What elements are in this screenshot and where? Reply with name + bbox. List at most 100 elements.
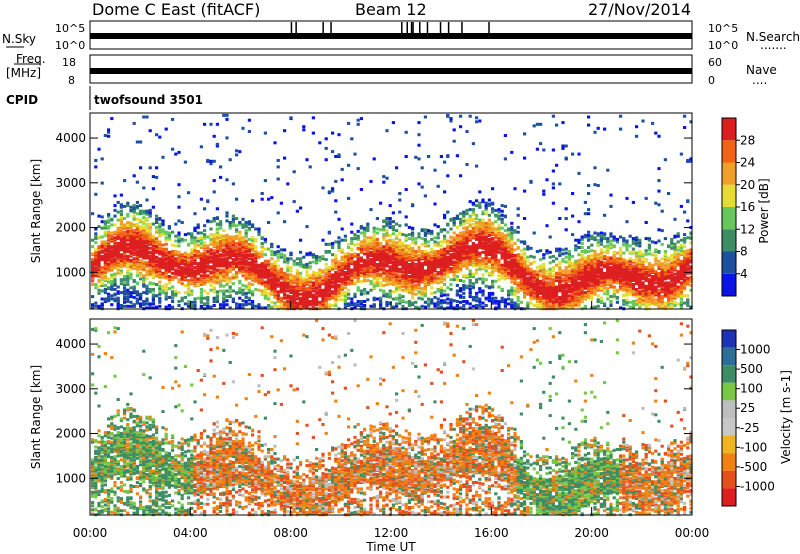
heatmap-cell (452, 242, 456, 245)
heatmap-cell (302, 265, 306, 269)
heatmap-cell (97, 252, 101, 256)
heatmap-cell (145, 222, 149, 226)
heatmap-cell (295, 291, 299, 295)
heatmap-cell (203, 289, 207, 293)
heatmap-cell (206, 266, 210, 270)
heatmap-cell (443, 247, 447, 251)
heatmap-cell (257, 278, 261, 282)
heatmap-cell (462, 237, 466, 241)
heatmap-cell (219, 303, 223, 307)
heatmap-cell (267, 295, 271, 299)
heatmap-cell (155, 166, 159, 170)
heatmap-cell (244, 276, 248, 280)
heatmap-cell (286, 283, 290, 286)
heatmap-cell (244, 271, 248, 275)
heatmap-cell (100, 226, 104, 230)
heatmap-cell (420, 291, 424, 295)
heatmap-cell (196, 268, 200, 272)
heatmap-cell (167, 255, 171, 259)
heatmap-cell (107, 226, 111, 230)
heatmap-cell (331, 276, 335, 280)
heatmap-cell (123, 289, 127, 293)
heatmap-cell (487, 250, 491, 253)
heatmap-cell (241, 274, 245, 278)
heatmap-cell (110, 303, 114, 307)
heatmap-cell (363, 304, 367, 307)
heatmap-cell (353, 275, 357, 279)
heatmap-cell (398, 283, 402, 286)
heatmap-cell (340, 272, 344, 276)
heatmap-cell (91, 245, 95, 249)
heatmap-cell (465, 228, 469, 232)
heatmap-cell (459, 279, 463, 282)
heatmap-cell (161, 284, 165, 288)
heatmap-cell (97, 225, 101, 229)
heatmap-cell (251, 290, 255, 294)
heatmap-cell (231, 182, 235, 186)
heatmap-cell (379, 272, 383, 276)
heatmap-cell (462, 251, 466, 255)
heatmap-cell (116, 246, 120, 250)
heatmap-cell (215, 144, 219, 148)
heatmap-cell (471, 254, 475, 257)
heatmap-cell (308, 251, 312, 255)
heatmap-cell (91, 261, 95, 265)
heatmap-cell (340, 268, 344, 272)
heatmap-cell (359, 292, 363, 296)
heatmap-cell (401, 266, 405, 270)
heatmap-cell (407, 255, 411, 259)
heatmap-cell (500, 233, 504, 237)
heatmap-cell (475, 291, 479, 295)
heatmap-cell (123, 235, 127, 239)
heatmap-cell (411, 246, 415, 250)
heatmap-cell (436, 306, 440, 310)
heatmap-cell (500, 265, 504, 269)
heatmap-cell (471, 252, 475, 256)
heatmap-cell (238, 242, 242, 246)
heatmap-cell (155, 175, 159, 179)
heatmap-cell (119, 258, 123, 262)
heatmap-cell (475, 256, 479, 260)
heatmap-cell (196, 251, 200, 255)
heatmap-cell (244, 300, 248, 303)
heatmap-cell (251, 302, 255, 306)
heatmap-cell (155, 270, 159, 274)
heatmap-cell (196, 243, 200, 247)
heatmap-cell (238, 296, 242, 300)
heatmap-cell (286, 284, 290, 288)
heatmap-cell (475, 222, 479, 226)
heatmap-cell (497, 285, 501, 289)
heatmap-cell (222, 229, 226, 233)
heatmap-cell (206, 291, 210, 295)
heatmap-cell (468, 200, 472, 204)
heatmap-cell (391, 271, 395, 274)
heatmap-cell (203, 241, 207, 245)
heatmap-cell (411, 250, 415, 254)
heatmap-cell (487, 218, 491, 222)
heatmap-cell (238, 245, 242, 249)
heatmap-cell (388, 204, 392, 208)
heatmap-cell (315, 280, 319, 284)
heatmap-cell (305, 291, 309, 295)
heatmap-cell (151, 248, 155, 252)
heatmap-cell (276, 294, 280, 298)
heatmap-cell (247, 118, 251, 122)
heatmap-cell (251, 253, 255, 257)
heatmap-cell (331, 295, 335, 299)
heatmap-cell (497, 250, 501, 254)
heatmap-cell (436, 297, 440, 301)
heatmap-cell (135, 236, 139, 240)
heatmap-cell (107, 230, 111, 234)
heatmap-cell (100, 242, 104, 245)
heatmap-cell (151, 258, 155, 262)
heatmap-cell (110, 239, 114, 243)
heatmap-cell (382, 276, 386, 280)
heatmap-cell (388, 217, 392, 220)
heatmap-cell (228, 224, 232, 228)
heatmap-cell (497, 236, 501, 240)
heatmap-cell (164, 247, 168, 251)
heatmap-cell (420, 237, 424, 241)
heatmap-cell (385, 239, 389, 243)
heatmap-cell (443, 262, 447, 266)
heatmap-cell (411, 272, 415, 276)
